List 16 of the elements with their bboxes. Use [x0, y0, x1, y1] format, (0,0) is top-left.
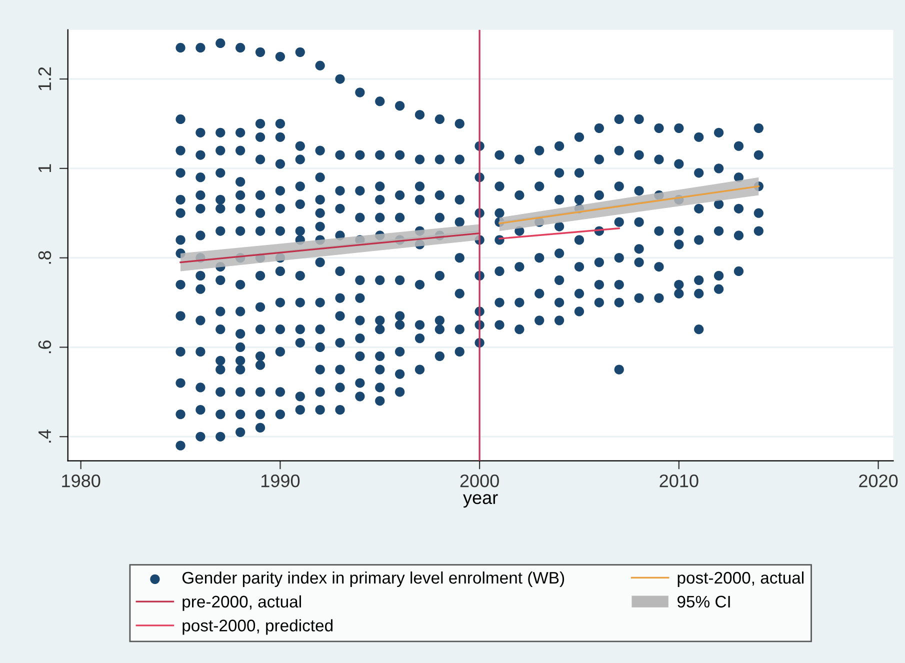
legend-label: 95% CI — [678, 596, 730, 608]
y-tick-label: .8 — [38, 251, 52, 264]
legend-label: Gender parity index in primary level enrolment (WB) — [182, 571, 564, 587]
y-tick-label: .4 — [38, 430, 51, 443]
x-tick-label: 1980 — [62, 474, 100, 488]
legend-label: pre-2000, actual — [182, 595, 301, 611]
y-tick-label: 1 — [38, 164, 51, 172]
x-axis-title: year — [463, 494, 498, 508]
y-tick-label: .6 — [38, 340, 52, 354]
x-tick-label: 2010 — [660, 474, 698, 488]
legend-label: post-2000, actual — [678, 571, 804, 587]
x-tick-label: 1990 — [261, 474, 300, 488]
x-tick-label: 2000 — [460, 474, 499, 488]
x-tick-label: 2020 — [859, 474, 898, 488]
legend-label: post-2000, predicted — [182, 619, 332, 635]
y-tick-label: 1.2 — [38, 67, 51, 90]
